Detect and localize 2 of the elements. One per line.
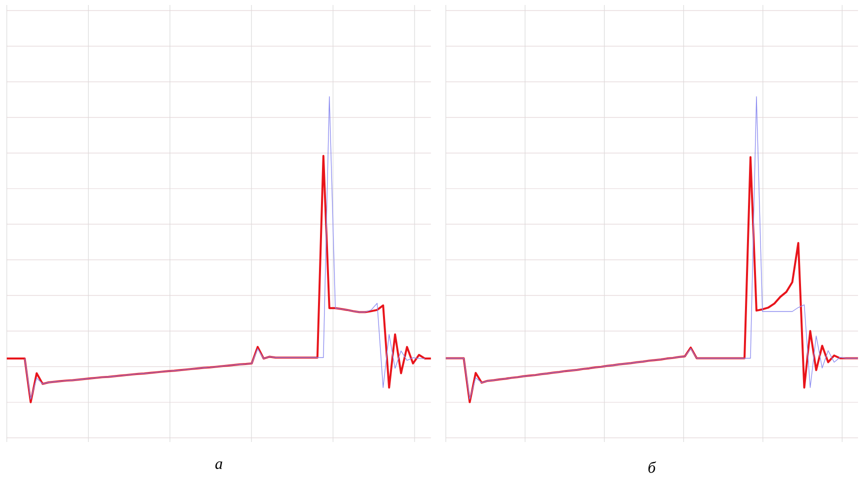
- text: б: [648, 462, 656, 474]
- text: а: [215, 462, 222, 470]
